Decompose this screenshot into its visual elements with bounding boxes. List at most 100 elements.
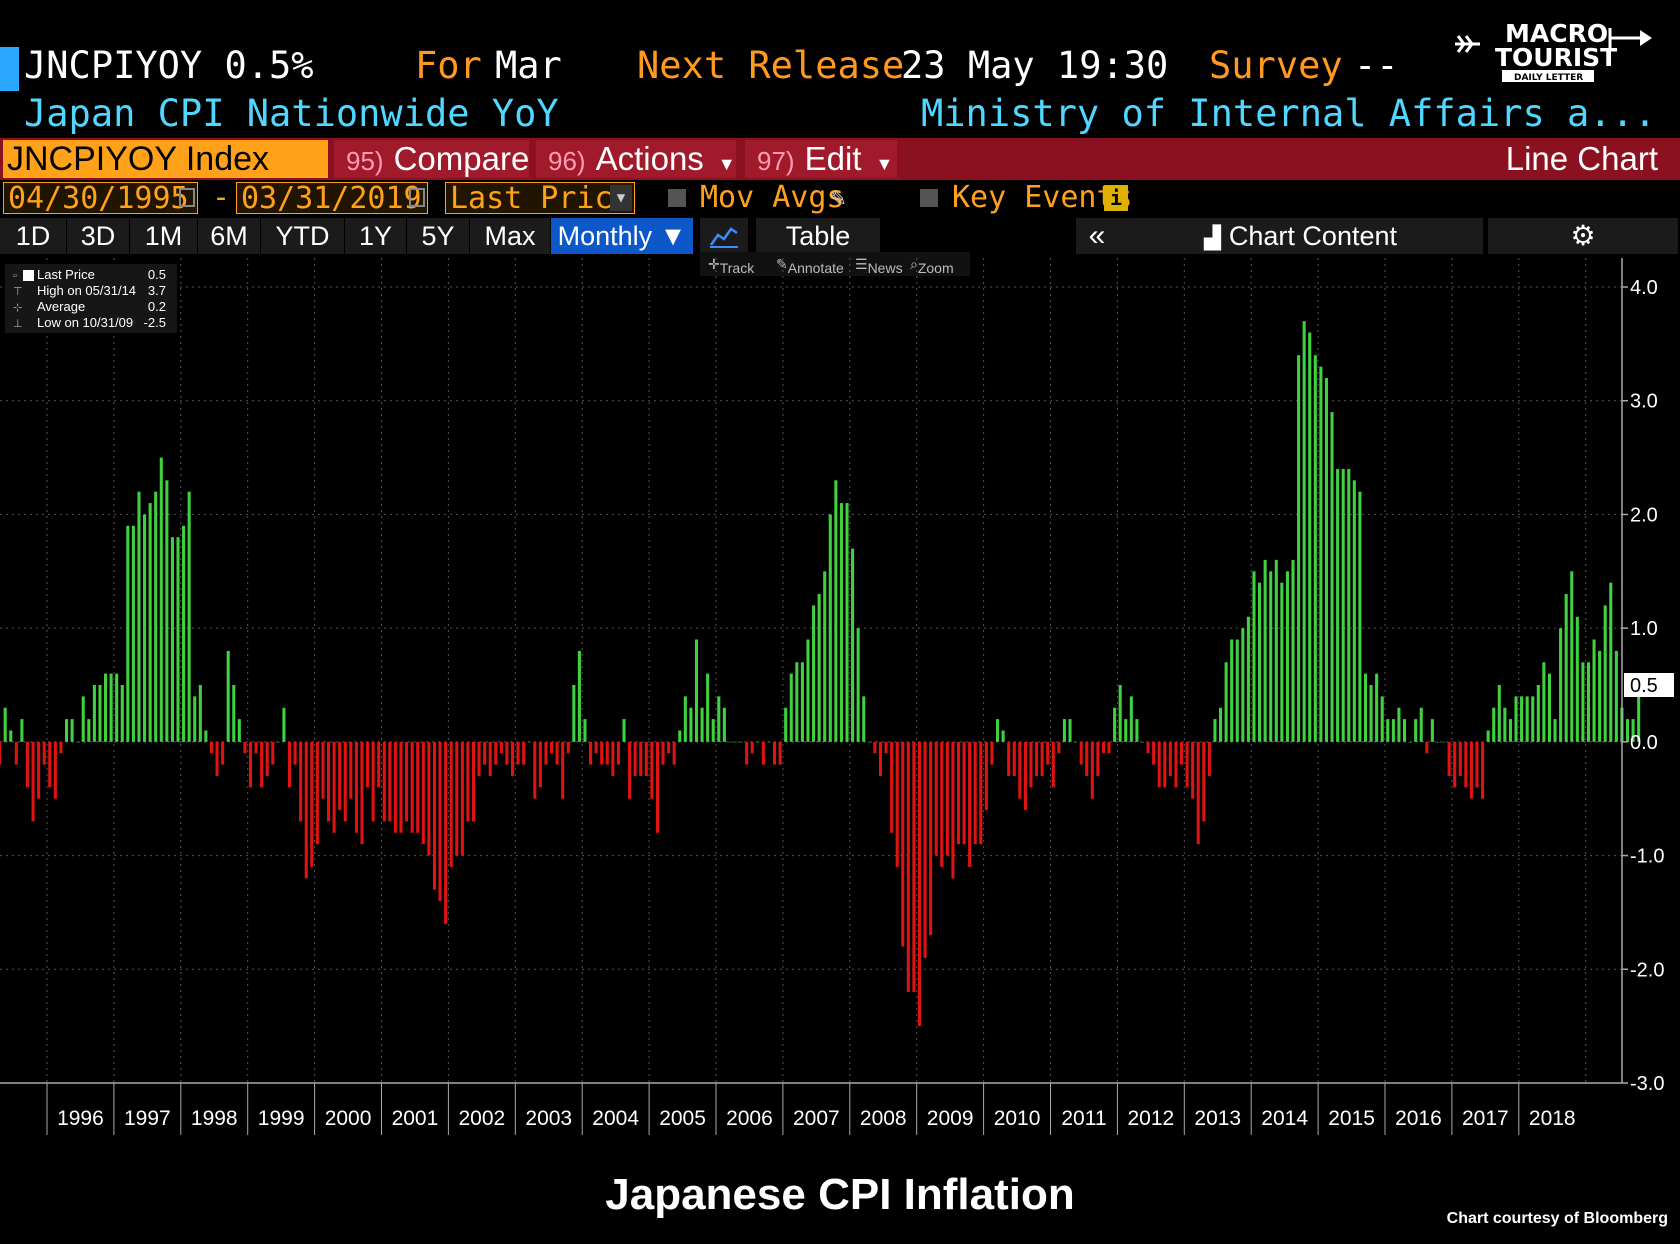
edit-number: 97) bbox=[757, 146, 795, 176]
chart-bar bbox=[1096, 741, 1100, 776]
chart-bar bbox=[1269, 571, 1273, 742]
actions-caret-icon: ▼ bbox=[717, 154, 736, 174]
tool-annotate[interactable]: ✎ Annotate bbox=[776, 256, 844, 276]
tool-news[interactable]: ☰ News bbox=[855, 256, 903, 276]
period-tab-6m[interactable]: 6M bbox=[198, 218, 260, 254]
chart-bar bbox=[1135, 719, 1139, 742]
survey-value: -- bbox=[1354, 44, 1399, 87]
field-select-value: Last Price bbox=[450, 181, 631, 216]
period-tab-1m[interactable]: 1M bbox=[130, 218, 197, 254]
chart-bar bbox=[488, 741, 492, 776]
chart-bar bbox=[1625, 719, 1630, 742]
for-value: Mar bbox=[495, 44, 562, 87]
chart-bar bbox=[1040, 741, 1044, 776]
y-tick-label: 0.0 bbox=[1630, 732, 1658, 754]
period-tab-1y[interactable]: 1Y bbox=[345, 218, 406, 254]
chart-bar bbox=[1202, 741, 1206, 822]
pencil-icon[interactable]: ✎ bbox=[830, 183, 846, 213]
chart-bar bbox=[800, 662, 804, 742]
chart-bar bbox=[154, 491, 158, 742]
mov-avgs-checkbox[interactable] bbox=[668, 189, 686, 207]
chart-bar bbox=[182, 525, 186, 742]
chart-bar bbox=[444, 741, 448, 924]
chart-bar bbox=[59, 741, 63, 754]
chart-bar bbox=[1536, 685, 1540, 742]
x-tick-label: 2018 bbox=[1529, 1107, 1576, 1130]
x-tick-label: 2017 bbox=[1462, 1107, 1509, 1130]
chart-bar bbox=[784, 707, 788, 742]
compare-button[interactable]: 95) Compare bbox=[334, 140, 529, 178]
tool-zoom[interactable]: ⌕ Zoom bbox=[910, 256, 954, 276]
ticker-input[interactable]: JNCPIYOY Index bbox=[3, 140, 328, 178]
chart-bar bbox=[304, 741, 308, 879]
chart-bar bbox=[516, 741, 520, 765]
x-tick-label: 2005 bbox=[659, 1107, 706, 1130]
start-date-field[interactable]: 04/30/1995 bbox=[3, 182, 198, 215]
key-events-checkbox[interactable] bbox=[920, 189, 938, 207]
chart-bar bbox=[633, 741, 637, 776]
collapse-icon[interactable]: « bbox=[1076, 218, 1118, 254]
chart-bar bbox=[1224, 662, 1228, 742]
chart-bar bbox=[1603, 605, 1607, 742]
gear-icon[interactable]: ⚙ bbox=[1488, 218, 1678, 254]
actions-button[interactable]: 96) Actions ▼ bbox=[536, 140, 736, 178]
chart-bar bbox=[722, 707, 726, 742]
chart-bar bbox=[923, 741, 927, 958]
chart-content-button[interactable]: ▟ Chart Content bbox=[1118, 218, 1483, 254]
chevron-down-icon[interactable]: ▼ bbox=[610, 185, 632, 211]
period-tab-1d[interactable]: 1D bbox=[0, 218, 66, 254]
chart-bar bbox=[471, 741, 476, 822]
chart-bar bbox=[1442, 741, 1446, 743]
table-button[interactable]: Table bbox=[756, 218, 880, 254]
chart-bar bbox=[271, 741, 275, 765]
info-icon[interactable]: i bbox=[1104, 185, 1128, 211]
calendar-icon[interactable] bbox=[179, 188, 195, 207]
tool-track[interactable]: ✛ Track bbox=[708, 256, 755, 276]
x-tick-label: 2016 bbox=[1395, 1107, 1442, 1130]
chart-bar bbox=[1352, 480, 1356, 742]
period-tab-ytd[interactable]: YTD bbox=[261, 218, 344, 254]
chart-bar bbox=[243, 741, 247, 754]
chart-bar bbox=[1581, 662, 1585, 742]
chart-bar bbox=[510, 741, 515, 776]
chart-bar bbox=[410, 741, 414, 833]
chart-bar bbox=[1430, 719, 1434, 742]
calendar-icon[interactable] bbox=[409, 188, 425, 207]
edit-button[interactable]: 97) Edit ▼ bbox=[745, 140, 897, 178]
chart-bar bbox=[1079, 741, 1083, 765]
chart-bar bbox=[594, 741, 598, 754]
field-select[interactable]: Last Price ▼ bbox=[445, 181, 635, 216]
period-tab-max[interactable]: Max bbox=[470, 218, 550, 254]
chart-bar bbox=[733, 741, 738, 743]
line-chart-icon[interactable] bbox=[700, 218, 748, 254]
period-tabs-row: 1D 3D 1M 6M YTD 1Y 5Y Max Monthly ▼ Tabl… bbox=[0, 218, 1680, 256]
chart-bar bbox=[1023, 741, 1027, 811]
chart-bar bbox=[1252, 571, 1256, 742]
end-date-field[interactable]: 03/31/2019 bbox=[236, 182, 428, 215]
frequency-select[interactable]: Monthly ▼ bbox=[551, 218, 693, 254]
chart-bar bbox=[499, 741, 503, 754]
x-tick-label: 2011 bbox=[1061, 1107, 1106, 1130]
chart-bar bbox=[1230, 639, 1234, 742]
for-label: For bbox=[415, 44, 482, 87]
x-tick-label: 2004 bbox=[592, 1107, 639, 1130]
chart-bar bbox=[1436, 741, 1440, 743]
chart-bar bbox=[1101, 741, 1105, 754]
chart-title: Japanese CPI Inflation bbox=[605, 1170, 1075, 1219]
chart-bar bbox=[1375, 673, 1379, 742]
chart-bar bbox=[1018, 741, 1022, 799]
chart-bar bbox=[1458, 741, 1462, 776]
chart-bar bbox=[795, 662, 799, 742]
y-tick-label: 4.0 bbox=[1630, 277, 1658, 299]
chart-bar bbox=[42, 741, 46, 765]
security-marker bbox=[0, 47, 19, 91]
legend-average-value: 0.2 bbox=[147, 299, 166, 314]
chart-bar bbox=[388, 741, 392, 822]
chart-bar bbox=[310, 741, 314, 867]
period-tab-3d[interactable]: 3D bbox=[67, 218, 129, 254]
chart-bar bbox=[583, 719, 587, 742]
period-tab-5y[interactable]: 5Y bbox=[407, 218, 469, 254]
last-value-label: 0.5 bbox=[1630, 675, 1658, 697]
chart-bar bbox=[20, 719, 24, 742]
chart-bar bbox=[851, 548, 855, 742]
